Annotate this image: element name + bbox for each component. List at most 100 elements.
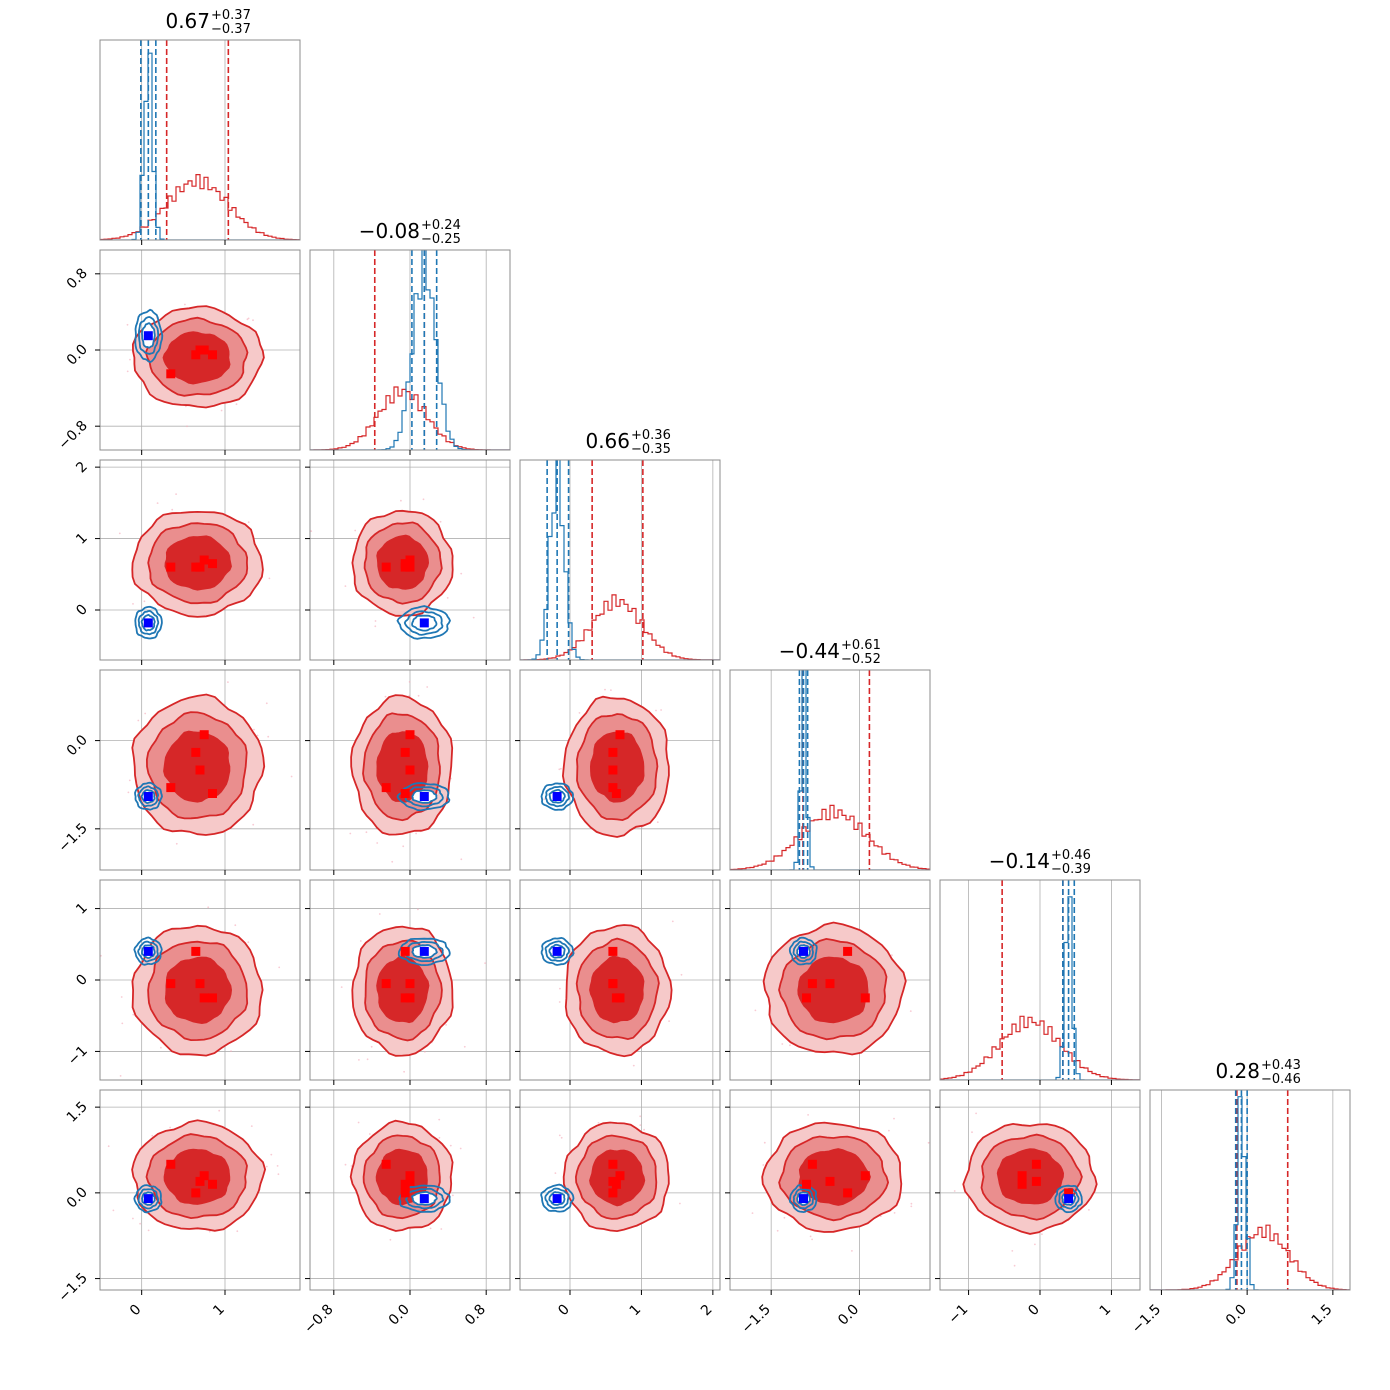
scatter-point [893,1212,896,1214]
blue-marker [552,946,562,956]
blue-marker [419,1194,429,1204]
red-marker [802,1179,811,1189]
blue-contour [544,1187,570,1210]
panel-title-lower: −0.37 [211,22,251,37]
scatter-point [560,1136,563,1139]
scatter-point [156,502,159,504]
blue-marker [419,946,429,956]
scatter-point [128,779,131,782]
blue-marker [143,1194,153,1204]
scatter-point [811,1238,813,1241]
y-tick-label: −1 [65,1043,91,1069]
scatter-point [604,688,606,691]
panel-frame [519,669,721,871]
contour-panel-4-1 [305,879,511,1085]
panel-title-lower: −0.25 [421,232,461,247]
scatter-point [118,532,121,535]
scatter-point [776,1229,779,1232]
red-marker [611,789,621,798]
panel-frame [99,459,301,661]
panel-title: 0.67 [165,9,210,33]
panel-title: 0.28 [1215,1059,1260,1083]
red-marker [191,1188,201,1198]
panel-content [520,880,720,1080]
blue-contour [134,605,163,640]
red-marker [405,1171,415,1181]
blue-contour [396,605,451,640]
red-marker [208,350,217,360]
scatter-point [186,425,188,428]
scatter-point [169,1126,172,1129]
scatter-point [340,986,343,988]
y-tick-label: 0 [73,602,91,620]
blue-histogram [100,52,300,240]
red-marker [400,789,410,798]
scatter-point [727,981,729,983]
panel-content [310,250,510,450]
scatter-point [151,1134,154,1137]
red-marker [843,946,853,956]
scatter-point [783,1216,786,1219]
scatter-point [276,1165,279,1167]
scatter-point [127,791,130,794]
scatter-point [227,681,229,683]
histogram-panel-5: −1.5 0.0 1.5 [1129,1089,1351,1337]
red-marker [166,369,176,379]
scatter-point [374,625,377,628]
panel-content [940,1090,1140,1290]
contour-panel-3-2 [515,647,721,875]
scatter-point [888,1129,890,1132]
blue-contour [137,940,159,963]
scatter-point [247,317,250,320]
scatter-point [365,831,368,834]
scatter-point [378,913,381,915]
scatter-point [267,735,270,738]
scatter-point [446,597,449,599]
scatter-point [879,1215,882,1218]
blue-contour [540,936,575,966]
red-contour [163,1148,231,1205]
y-tick-label: 0.0 [64,1184,91,1211]
red-marker [608,946,618,956]
scatter-point [851,1250,853,1252]
blue-contour [137,609,160,636]
blue-contour [133,936,163,966]
scatter-point [120,996,123,998]
scatter-point [463,1045,466,1048]
red-marker [400,747,410,757]
contour-panel-5-3: −1.5 0.0 [725,1089,931,1337]
scatter-point [220,409,223,412]
scatter-point [252,319,254,322]
scatter-point [175,842,178,845]
panel-content [100,1090,300,1290]
red-contour [798,1148,871,1206]
panel-content [100,460,300,660]
scatter-point [126,370,129,373]
scatter-point [610,689,612,691]
scatter-point [129,358,131,361]
red-contour [376,955,430,1024]
scatter-point [126,323,129,326]
panel-title-lower: −0.46 [1261,1072,1301,1087]
scatter-point [604,647,606,649]
scatter-point [554,1172,557,1174]
red-contour [589,955,645,1024]
panel-frame [99,1089,301,1291]
scatter-point [376,842,379,844]
panel-title-upper: +0.36 [631,428,671,443]
panel-content [310,670,510,870]
panel-content [520,460,720,660]
red-marker [166,979,176,989]
panel-content [310,1090,510,1290]
red-marker [400,1188,410,1198]
contour-panel-2-1 [305,459,511,665]
blue-contour [397,937,451,967]
x-tick-label: 1 [1097,1302,1115,1320]
scatter-point [171,508,174,511]
panel-frame [1149,1089,1351,1291]
scatter-point [452,1194,454,1197]
scatter-point [751,1212,754,1214]
x-tick-label: −1.5 [739,1302,774,1337]
scatter-point [763,1141,766,1144]
